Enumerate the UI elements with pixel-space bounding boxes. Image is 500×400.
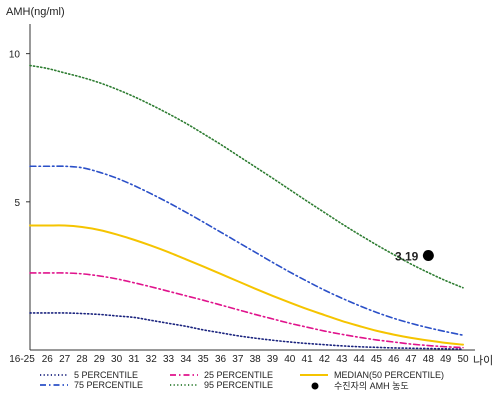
x-tick-label: 43: [336, 354, 348, 365]
x-tick-label: 31: [128, 354, 140, 365]
x-tick-label: 29: [94, 354, 106, 365]
x-tick-label: 45: [371, 354, 383, 365]
x-tick-label: 28: [76, 354, 88, 365]
x-tick-label: 44: [354, 354, 366, 365]
x-tick-label: 41: [302, 354, 314, 365]
series-line-95-percentile: [29, 64, 464, 289]
legend-label-25-percentile: 25 PERCENTILE: [204, 370, 273, 380]
x-tick-label: 48: [423, 354, 435, 365]
x-tick-label: 50: [457, 354, 469, 365]
y-axis-ticks: 5 10: [9, 50, 30, 209]
x-tick-label: 36: [215, 354, 227, 365]
y-tick-label: 5: [14, 198, 20, 209]
x-tick-label: 32: [146, 354, 158, 365]
x-axis-ticks: 16-25 26 27 28 29 30 31 32 33 34 35 36 37 38 39 40 41 42 4…: [9, 354, 469, 365]
x-tick-label: 37: [232, 354, 244, 365]
legend: 5 PERCENTILE 25 PERCENTILE MEDIAN(50 PERCE…: [40, 370, 444, 391]
legend-label-5-percentile: 5 PERCENTILE: [74, 370, 138, 380]
patient-amh-marker: 3.19: [395, 249, 434, 263]
legend-label-75-percentile: 75 PERCENTILE: [74, 380, 143, 390]
y-axis-title: AMH(ng/ml): [6, 6, 65, 18]
x-tick-label: 33: [163, 354, 175, 365]
x-tick-label: 42: [319, 354, 331, 365]
x-tick-label: 16-25: [9, 354, 35, 365]
y-tick-label: 10: [9, 50, 21, 61]
series-line-median-50-percentile: [29, 224, 464, 346]
x-tick-label: 34: [180, 354, 192, 365]
series-line-75-percentile: [29, 165, 464, 336]
legend-swatch-patient-point: [311, 382, 319, 390]
x-tick-label: 39: [267, 354, 279, 365]
patient-amh-value-label: 3.19: [395, 249, 419, 263]
legend-label-95-percentile: 95 PERCENTILE: [204, 380, 273, 390]
series-line-25-percentile: [29, 272, 464, 349]
x-tick-label: 38: [250, 354, 262, 365]
x-tick-label: 47: [405, 354, 417, 365]
x-tick-label: 35: [198, 354, 210, 365]
x-tick-label: 46: [388, 354, 400, 365]
x-tick-label: 49: [440, 354, 452, 365]
series-line-5-percentile: [29, 312, 464, 350]
patient-amh-point: [422, 249, 434, 261]
x-axis-title: 나이: [473, 354, 493, 367]
legend-label-patient-amh: 수진자의 AMH 농도: [334, 381, 409, 391]
x-tick-label: 40: [284, 354, 296, 365]
x-tick-label: 26: [42, 354, 54, 365]
legend-label-median-50-percentile: MEDIAN(50 PERCENTILE): [334, 370, 444, 380]
x-tick-label: 27: [59, 354, 71, 365]
percentile-series: [29, 64, 464, 350]
x-tick-label: 30: [111, 354, 123, 365]
